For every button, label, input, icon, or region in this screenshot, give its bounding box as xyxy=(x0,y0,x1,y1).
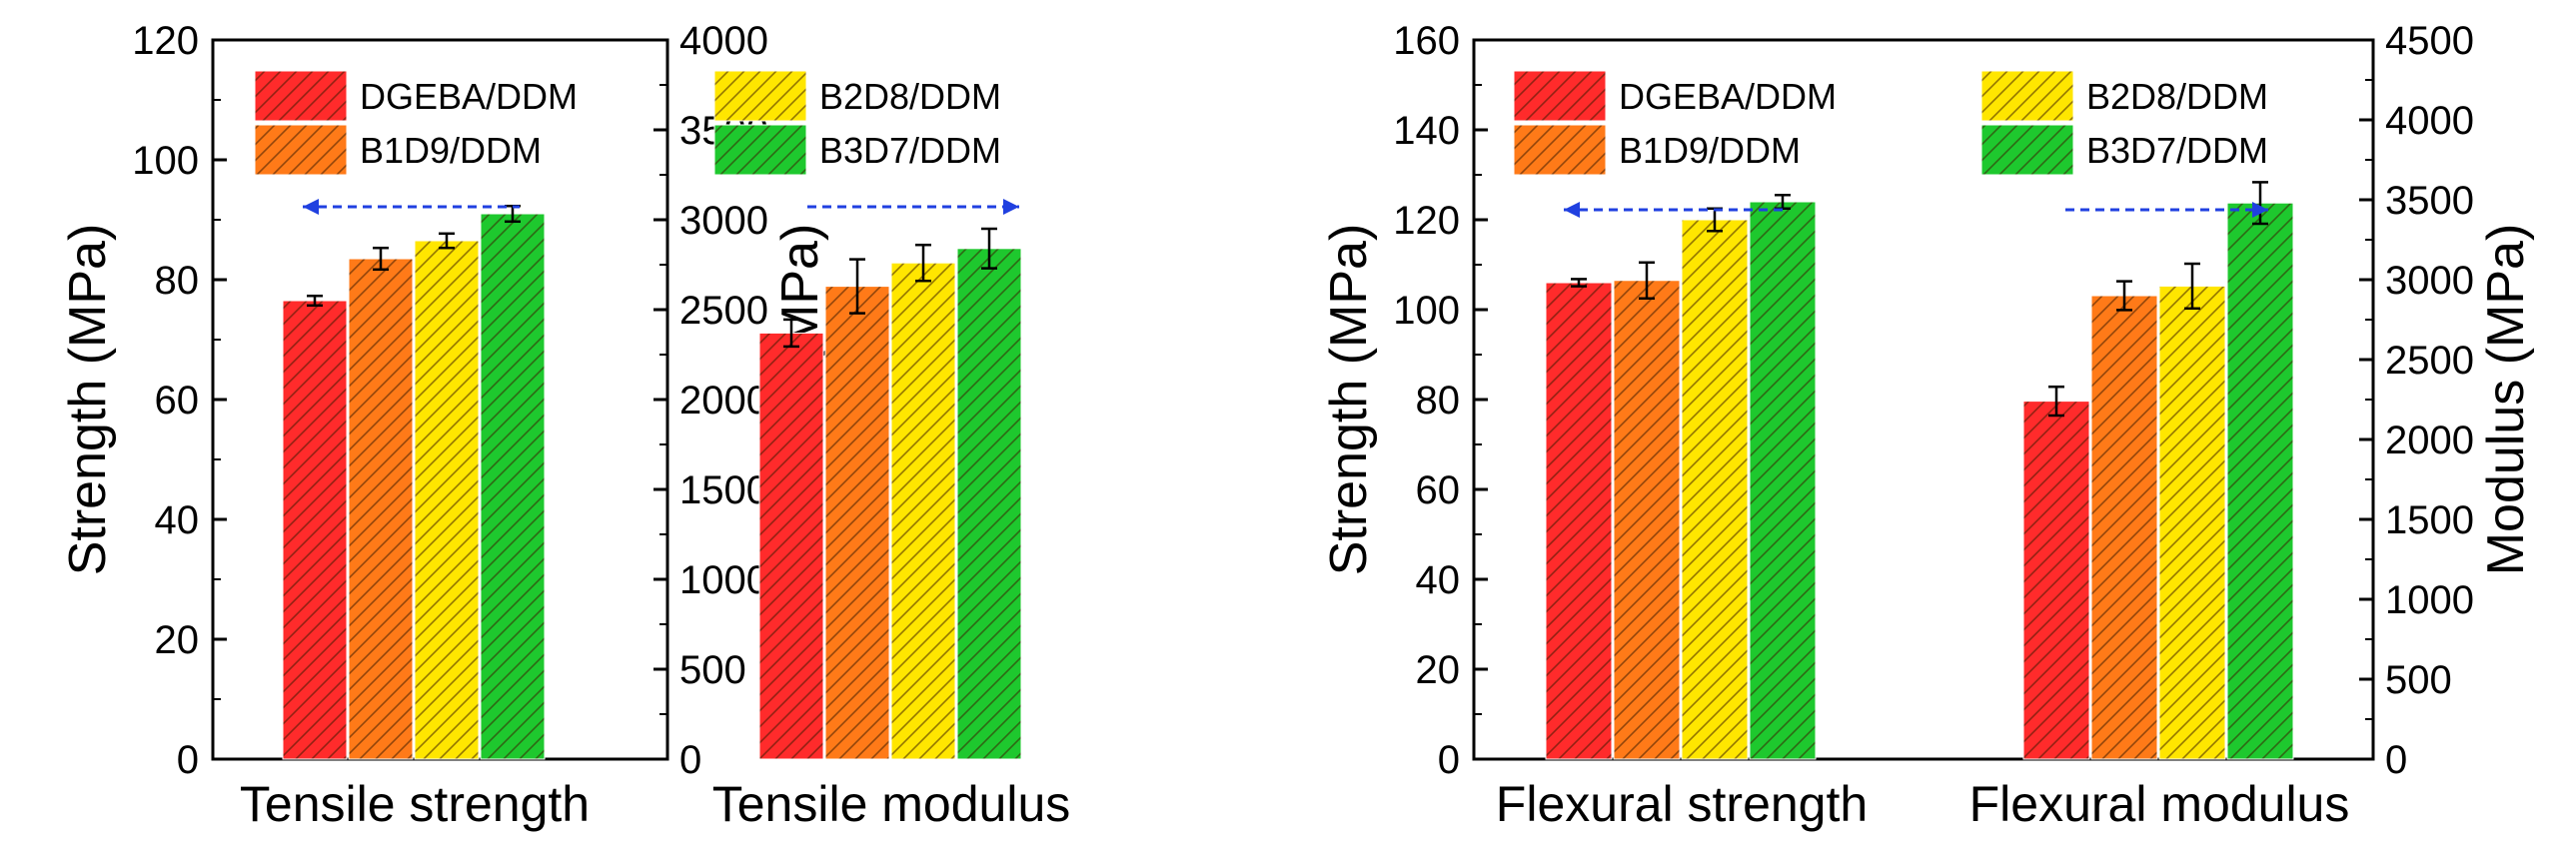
y-tick-label: 40 xyxy=(155,498,200,542)
y-tick-label: 80 xyxy=(155,259,200,303)
y-tick-label: 20 xyxy=(1416,648,1461,692)
legend-label: DGEBA/DDM xyxy=(360,76,578,117)
y-tick-label: 0 xyxy=(1438,738,1460,782)
y2-axis-title: Modulus (MPa) xyxy=(2477,224,2535,576)
bar-dgeba-ddm-modulus xyxy=(2022,401,2090,760)
trend-arrow-head xyxy=(1564,202,1580,218)
category-label: Flexural strength xyxy=(1496,776,1868,832)
y-tick-label: 100 xyxy=(132,139,199,183)
y2-tick-label: 2500 xyxy=(2385,339,2474,383)
y-tick-label: 80 xyxy=(1416,379,1461,423)
y-axis-title: Strength (MPa) xyxy=(59,224,117,576)
legend-label: B1D9/DDM xyxy=(1619,130,1801,171)
y2-tick-label: 4000 xyxy=(679,19,768,63)
y-tick-label: 160 xyxy=(1393,19,1460,63)
legend-label: DGEBA/DDM xyxy=(1619,76,1837,117)
legend-swatch xyxy=(713,124,807,176)
y2-tick-label: 1500 xyxy=(2385,498,2474,542)
legend-swatch xyxy=(1980,124,2074,176)
legend-swatch xyxy=(713,70,807,122)
y2-tick-label: 4000 xyxy=(2385,99,2474,143)
bar-dgeba-ddm-modulus xyxy=(758,332,824,760)
y-tick-label: 40 xyxy=(1416,558,1461,602)
legend-label: B3D7/DDM xyxy=(819,130,1001,171)
y2-tick-label: 3000 xyxy=(679,199,768,243)
category-label: Flexural modulus xyxy=(1969,776,2350,832)
bar-b2d8-ddm-modulus xyxy=(2158,285,2226,760)
y2-tick-label: 1500 xyxy=(679,468,768,512)
legend-swatch xyxy=(1513,124,1607,176)
bar-b2d8-ddm-modulus xyxy=(890,262,956,760)
y2-tick-label: 1000 xyxy=(679,558,768,602)
bar-b1d9-ddm-strength xyxy=(348,258,414,760)
legend-swatch xyxy=(254,70,348,122)
y-tick-label: 120 xyxy=(1393,199,1460,243)
bar-b3d7-ddm-strength xyxy=(1749,201,1817,760)
y-tick-label: 140 xyxy=(1393,109,1460,153)
y2-tick-label: 2500 xyxy=(679,289,768,333)
y2-tick-label: 0 xyxy=(2385,738,2407,782)
category-label: Tensile strength xyxy=(240,776,590,832)
legend-swatch xyxy=(1513,70,1607,122)
y2-tick-label: 2000 xyxy=(679,379,768,423)
bar-b3d7-ddm-modulus xyxy=(956,248,1022,760)
bar-dgeba-ddm-strength xyxy=(282,300,348,760)
bar-b1d9-ddm-modulus xyxy=(824,286,890,760)
legend-label: B1D9/DDM xyxy=(360,130,542,171)
trend-arrow-head xyxy=(2252,202,2268,218)
trend-arrow-head xyxy=(303,199,319,215)
legend-label: B2D8/DDM xyxy=(819,76,1001,117)
bar-b3d7-ddm-strength xyxy=(480,213,546,760)
y-tick-label: 60 xyxy=(155,379,200,423)
y-tick-label: 100 xyxy=(1393,289,1460,333)
y2-tick-label: 500 xyxy=(679,648,746,692)
tensile-chart-panel: 0204060801001200500100015002000250030003… xyxy=(59,19,1070,832)
bar-b1d9-ddm-strength xyxy=(1613,280,1681,760)
bar-b2d8-ddm-strength xyxy=(1681,219,1749,760)
category-label: Tensile modulus xyxy=(712,776,1071,832)
y-tick-label: 120 xyxy=(132,19,199,63)
flexural-chart-panel: 0 20 40 60 80 100 120 140 160 0 500 1000 1500 2000 250… xyxy=(1320,19,2535,832)
bar-dgeba-ddm-strength xyxy=(1545,282,1613,760)
y2-tick-label: 1000 xyxy=(2385,578,2474,622)
bar-b3d7-ddm-modulus xyxy=(2226,202,2294,760)
legend-swatch xyxy=(1980,70,2074,122)
legend-swatch xyxy=(254,124,348,176)
y2-tick-label: 4500 xyxy=(2385,19,2474,63)
y-tick-label: 20 xyxy=(155,618,200,662)
y2-tick-label: 500 xyxy=(2385,658,2452,702)
y-tick-label: 0 xyxy=(177,738,199,782)
y2-tick-label: 2000 xyxy=(2385,419,2474,462)
legend-label: B2D8/DDM xyxy=(2086,76,2268,117)
y2-tick-label: 3000 xyxy=(2385,259,2474,303)
legend-label: B3D7/DDM xyxy=(2086,130,2268,171)
y-axis-title: Strength (MPa) xyxy=(1320,224,1378,576)
bar-b1d9-ddm-modulus xyxy=(2090,295,2158,760)
bar-b2d8-ddm-strength xyxy=(414,240,480,760)
y-tick-label: 60 xyxy=(1416,468,1461,512)
trend-arrow-head xyxy=(1003,199,1019,215)
y2-tick-label: 0 xyxy=(679,738,701,782)
y2-tick-label: 3500 xyxy=(2385,179,2474,223)
